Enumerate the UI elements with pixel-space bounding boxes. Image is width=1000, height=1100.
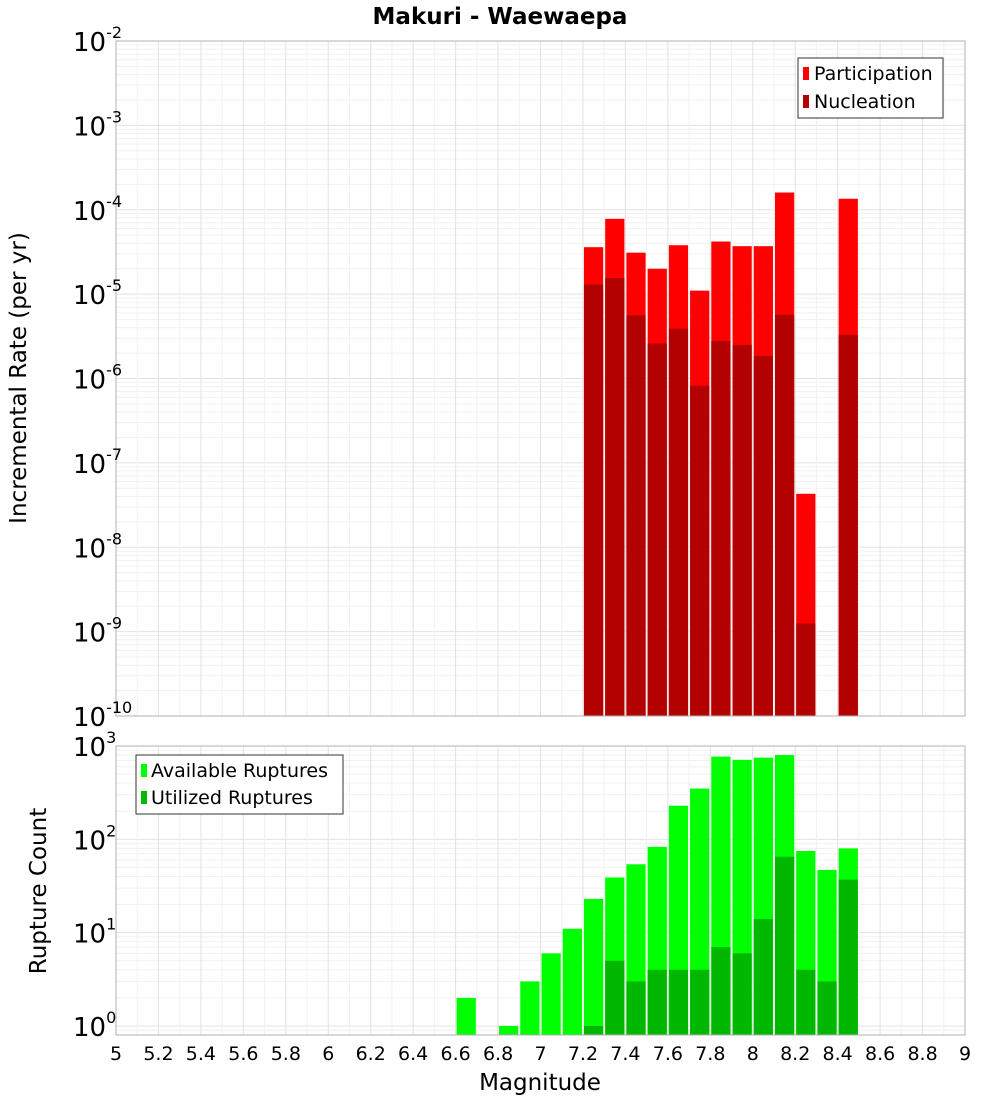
rate-grid <box>115 40 966 717</box>
utilized-ruptures-bar <box>668 969 689 1035</box>
x-tick-label: 8.6 <box>865 1043 895 1065</box>
nucleation-bar <box>605 278 625 716</box>
rate-y-axis-label: Incremental Rate (per yr) <box>6 232 32 524</box>
utilized-ruptures-bar <box>796 969 816 1035</box>
y-tick-label: 100 <box>73 1008 116 1043</box>
x-ticks: 5 5.2 5.4 5.6 5.8 6 6.2 6.4 6.6 6.8 7 7.2 7.4 7.6 7.8 8… <box>110 1043 971 1065</box>
utilized-legend-swatch <box>141 791 147 804</box>
utilized-legend-label: Utilized Ruptures <box>151 787 313 809</box>
y-tick-label: 102 <box>73 821 116 856</box>
utilized-ruptures-bar <box>711 947 731 1035</box>
nucleation-bar <box>583 284 604 716</box>
x-axis-label: Magnitude <box>479 1070 601 1096</box>
nucleation-bar <box>668 328 689 716</box>
x-tick-label: 5.6 <box>228 1043 258 1065</box>
chart-title: Makuri - Waewaepa <box>373 4 628 30</box>
count-panel: 100 101 102 103 Rupture Count Available Rup… <box>26 728 966 1043</box>
count-plot-frame <box>115 745 966 1036</box>
nucleation-bar <box>626 315 646 716</box>
y-tick-label: 10-4 <box>73 192 122 227</box>
available-ruptures-bar <box>499 1025 519 1035</box>
x-tick-label: 5.4 <box>186 1043 216 1065</box>
nucleation-legend-label: Nucleation <box>814 91 916 113</box>
nucleation-bar <box>774 314 795 716</box>
x-tick-label: 7.6 <box>653 1043 683 1065</box>
utilized-ruptures-bar <box>605 960 625 1035</box>
y-tick-label: 101 <box>73 915 116 950</box>
rate-plot-frame <box>115 40 966 717</box>
utilized-ruptures-bar <box>626 981 646 1035</box>
x-tick-label: 5.8 <box>271 1043 301 1065</box>
available-ruptures-bar <box>456 997 476 1035</box>
count-bars <box>456 755 858 1035</box>
rate-panel: 10-10 10-9 10-8 10-7 10-6 10-5 10-4 10-3 10-2 In… <box>6 23 966 733</box>
nucleation-bar <box>753 355 773 716</box>
participation-legend-label: Participation <box>814 63 933 85</box>
available-ruptures-bar <box>541 953 561 1035</box>
x-tick-label: 7 <box>534 1043 546 1065</box>
x-tick-label: 6.6 <box>440 1043 470 1065</box>
utilized-ruptures-bar <box>774 856 795 1035</box>
x-tick-label: 8.4 <box>823 1043 853 1065</box>
available-legend-label: Available Ruptures <box>151 760 328 782</box>
count-legend-box <box>135 754 344 815</box>
nucleation-bar <box>732 344 752 716</box>
x-tick-label: 6.4 <box>398 1043 428 1065</box>
y-tick-label: 10-2 <box>73 23 122 58</box>
utilized-ruptures-bar <box>753 919 773 1035</box>
rate-bars <box>583 192 858 717</box>
nucleation-bar <box>711 340 731 716</box>
count-y-axis-label: Rupture Count <box>26 808 52 974</box>
x-tick-label: 8.2 <box>780 1043 810 1065</box>
y-tick-label: 10-7 <box>73 445 122 480</box>
y-tick-label: 10-3 <box>73 107 122 142</box>
participation-legend-swatch <box>803 67 809 80</box>
utilized-ruptures-bar <box>583 1025 604 1035</box>
nucleation-legend-swatch <box>803 95 809 108</box>
y-tick-label: 10-5 <box>73 276 122 311</box>
nucleation-bar <box>647 343 667 716</box>
count-legend: Available Ruptures Utilized Ruptures <box>135 754 344 815</box>
available-ruptures-bar <box>583 898 604 1035</box>
x-tick-label: 8.8 <box>907 1043 937 1065</box>
available-ruptures-bar <box>520 981 540 1035</box>
x-tick-label: 5.2 <box>143 1043 173 1065</box>
x-tick-label: 7.8 <box>695 1043 725 1065</box>
utilized-ruptures-bar <box>817 981 837 1035</box>
utilized-ruptures-bar <box>647 969 667 1035</box>
count-y-ticks: 100 101 102 103 <box>73 728 116 1043</box>
x-tick-label: 6.2 <box>356 1043 386 1065</box>
utilized-ruptures-bar <box>690 969 710 1035</box>
x-tick-label: 7.4 <box>610 1043 640 1065</box>
rate-legend-box <box>797 57 944 119</box>
nucleation-bar <box>796 623 816 716</box>
y-tick-label: 10-8 <box>73 529 122 564</box>
available-legend-swatch <box>141 764 147 777</box>
y-tick-label: 10-9 <box>73 614 122 649</box>
y-tick-label: 103 <box>73 728 116 763</box>
rate-legend: Participation Nucleation <box>797 57 944 119</box>
x-tick-label: 6 <box>322 1043 334 1065</box>
x-tick-label: 8 <box>747 1043 759 1065</box>
available-ruptures-bar <box>562 928 582 1035</box>
x-tick-label: 6.8 <box>483 1043 513 1065</box>
x-tick-label: 7.2 <box>568 1043 598 1065</box>
rate-y-ticks: 10-10 10-9 10-8 10-7 10-6 10-5 10-4 10-3 10-2 <box>73 23 132 733</box>
x-tick-label: 5 <box>110 1043 122 1065</box>
y-tick-label: 10-10 <box>73 698 132 733</box>
nucleation-bar <box>838 334 858 716</box>
nucleation-bar <box>690 385 710 716</box>
utilized-ruptures-bar <box>838 879 858 1035</box>
utilized-ruptures-bar <box>732 953 752 1035</box>
x-tick-label: 9 <box>959 1043 971 1065</box>
y-tick-label: 10-6 <box>73 361 122 396</box>
